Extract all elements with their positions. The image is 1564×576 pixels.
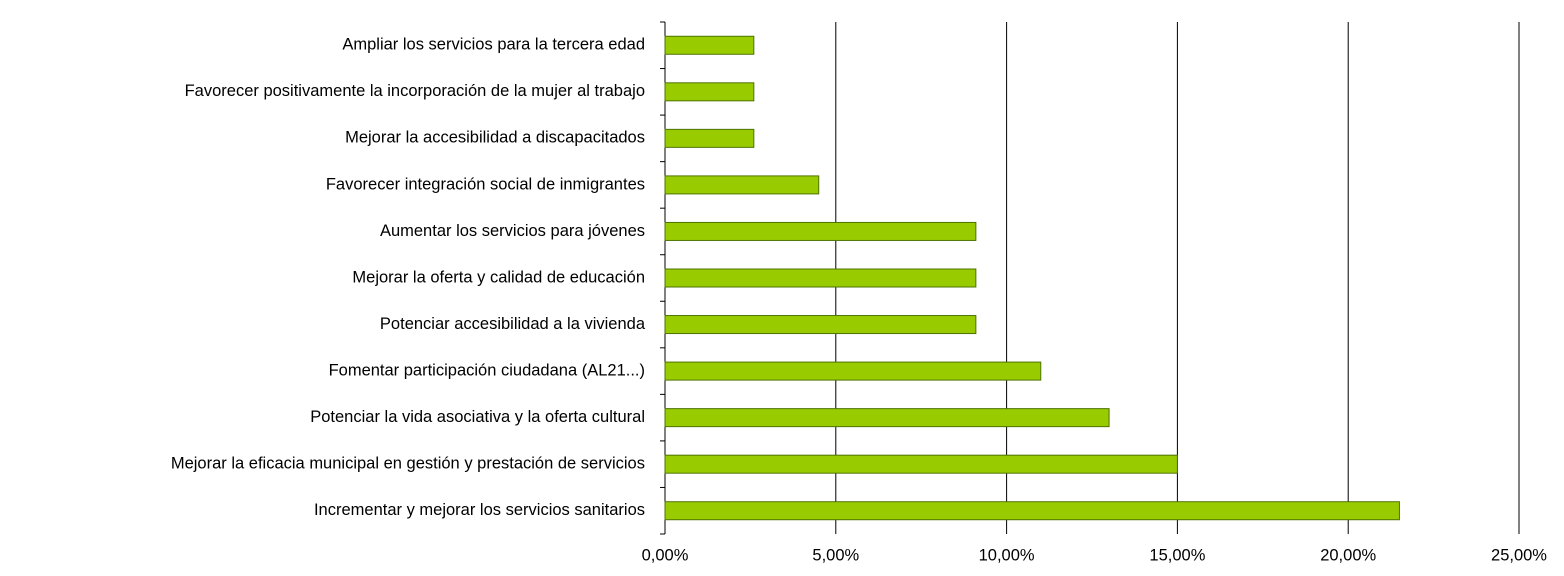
bar xyxy=(664,361,1042,381)
x-tick-label: 20,00% xyxy=(1320,546,1376,564)
y-tick-label: Fomentar participación ciudadana (AL21..… xyxy=(329,361,645,379)
x-tick-label: 25,00% xyxy=(1491,546,1547,564)
bar xyxy=(664,221,977,241)
bar xyxy=(664,315,977,335)
x-tick-label: 0,00% xyxy=(642,546,689,564)
y-tick-label: Ampliar los servicios para la tercera ed… xyxy=(342,36,645,54)
x-tick-label: 15,00% xyxy=(1149,546,1205,564)
y-tick-label: Favorecer integración social de inmigran… xyxy=(326,175,645,193)
y-tick-label: Potenciar la vida asociativa y la oferta… xyxy=(310,408,645,426)
x-tick-label: 10,00% xyxy=(979,546,1035,564)
y-tick-label: Mejorar la oferta y calidad de educación xyxy=(352,268,645,286)
bar xyxy=(664,128,755,148)
bar xyxy=(664,175,820,195)
y-tick-label: Incrementar y mejorar los servicios sani… xyxy=(314,501,645,519)
bar xyxy=(664,501,1400,521)
x-tick-label: 5,00% xyxy=(812,546,859,564)
bar xyxy=(664,408,1110,428)
bar xyxy=(664,268,977,288)
bar xyxy=(664,454,1178,474)
y-tick-label: Aumentar los servicios para jóvenes xyxy=(380,222,645,240)
y-tick-label: Favorecer positivamente la incorporación… xyxy=(185,82,645,100)
y-tick-label: Mejorar la eficacia municipal en gestión… xyxy=(171,455,645,473)
y-tick-label: Potenciar accesibilidad a la vivienda xyxy=(380,315,646,333)
bar xyxy=(664,35,755,55)
y-tick-label: Mejorar la accesibilidad a discapacitado… xyxy=(345,129,645,147)
bar xyxy=(664,82,755,102)
